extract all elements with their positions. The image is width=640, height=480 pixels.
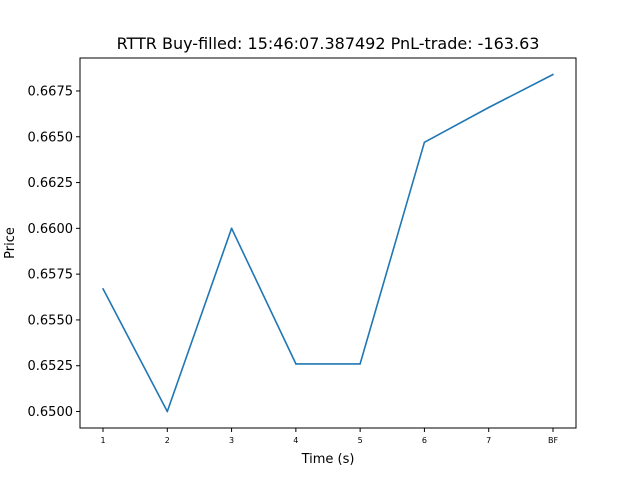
y-tick-label: 0.6500 bbox=[28, 405, 74, 420]
x-axis: 1 2 3 4 5 6 7 BF bbox=[100, 428, 558, 445]
y-tick-label: 0.6675 bbox=[28, 84, 74, 99]
x-tick-label: 4 bbox=[293, 436, 298, 445]
data-point bbox=[102, 287, 104, 290]
data-point bbox=[423, 141, 426, 144]
plot-frame bbox=[79, 57, 577, 429]
x-tick-label: 6 bbox=[422, 436, 427, 445]
x-tick-label: 2 bbox=[165, 436, 170, 445]
y-axis: 0.6500 0.6525 0.6550 0.6575 0.6600 0.6625 0.66… bbox=[28, 84, 80, 420]
x-tick-label: BF bbox=[548, 436, 558, 445]
x-axis-label: Time (s) bbox=[301, 452, 355, 467]
data-point bbox=[359, 363, 361, 365]
data-point bbox=[487, 106, 490, 109]
y-tick-label: 0.6650 bbox=[28, 130, 74, 145]
y-tick-label: 0.6525 bbox=[28, 359, 74, 374]
data-point bbox=[166, 410, 169, 413]
data-point bbox=[295, 363, 297, 365]
x-tick-label: 1 bbox=[100, 436, 105, 445]
series-line bbox=[102, 73, 554, 413]
y-tick-label: 0.6625 bbox=[28, 176, 74, 191]
x-tick-label: 5 bbox=[358, 436, 363, 445]
series-group bbox=[102, 73, 554, 413]
y-tick-label: 0.6550 bbox=[28, 313, 74, 328]
x-tick-label: 7 bbox=[486, 436, 491, 445]
y-tick-label: 0.6575 bbox=[28, 268, 74, 283]
data-point bbox=[230, 227, 233, 230]
chart-title: RTTR Buy-filled: 15:46:07.387492 PnL-tra… bbox=[117, 34, 540, 53]
x-tick-label: 3 bbox=[229, 436, 234, 445]
y-tick-label: 0.6600 bbox=[28, 222, 74, 237]
y-axis-label: Price bbox=[3, 227, 18, 259]
data-point bbox=[552, 73, 554, 76]
